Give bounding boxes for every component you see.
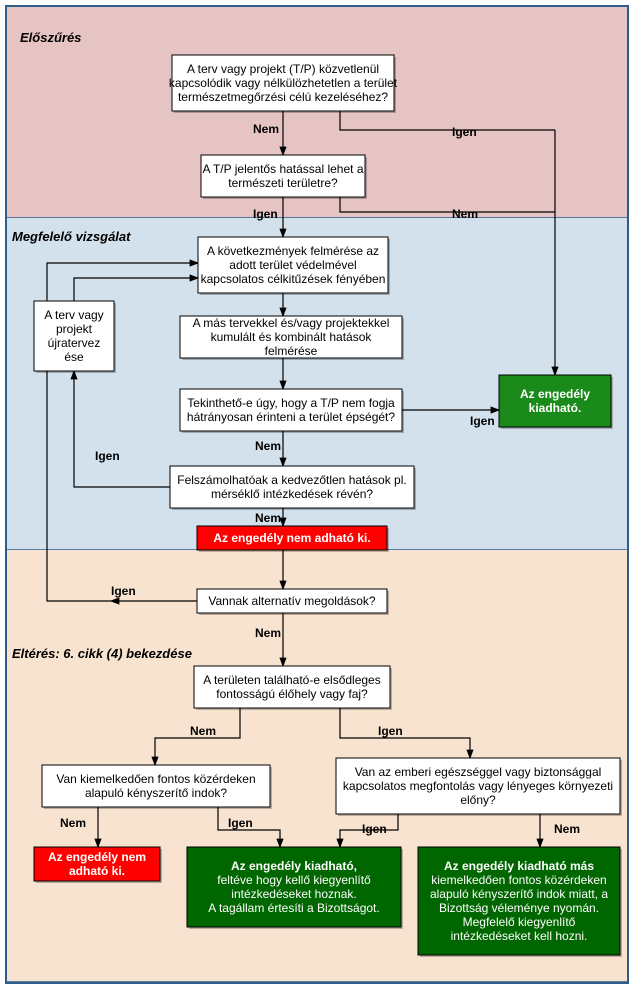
node-text: Az engedély kiadható, xyxy=(231,859,357,873)
node-text: kapcsolódik vagy nélkülözhetetlen a terü… xyxy=(169,76,398,90)
node-text: újratervez xyxy=(48,336,101,350)
node-text: természetmegőrzési célú kezeléséhez? xyxy=(178,90,388,104)
node-n_q7: Van kiemelkedően fontos közérdekenalapul… xyxy=(42,765,272,809)
node-text: alapuló kényszerítő indok? xyxy=(85,786,227,800)
node-text: adott terület védelmével xyxy=(229,258,356,272)
node-n_green1: Az engedélykiadható. xyxy=(499,375,613,429)
node-text: előny? xyxy=(460,793,496,807)
edge-label: Igen xyxy=(253,207,278,221)
node-text: Megfelelő kiegyenlítő xyxy=(463,915,576,929)
node-text: Az engedély nem adható ki. xyxy=(213,531,370,545)
node-text: projekt xyxy=(56,322,93,336)
node-text: Az engedély nem xyxy=(48,850,146,864)
node-text: A T/P jelentős hatással lehet a xyxy=(203,162,364,176)
node-text: Van az emberi egészséggel vagy biztonság… xyxy=(355,765,602,779)
node-n_redesign: A terv vagyprojektújratervezése xyxy=(34,301,116,373)
edge-label: Igen xyxy=(95,449,120,463)
node-text: Felszámolhatóak a kedvezőtlen hatások pl… xyxy=(177,473,406,487)
node-n_q8: Van az emberi egészséggel vagy biztonság… xyxy=(336,758,622,816)
edge-label: Nem xyxy=(190,724,216,738)
node-text: Bizottság véleménye nyomán. xyxy=(439,901,599,915)
node-n_green3: Az engedély kiadható máskiemelkedően fon… xyxy=(418,847,622,957)
node-text: Vannak alternatív megoldások? xyxy=(208,594,376,608)
node-text: feltéve hogy kellő kiegyenlítő xyxy=(217,873,371,887)
node-text: Tekinthető-e úgy, hogy a T/P nem fogja xyxy=(187,396,395,410)
node-text: felmérése xyxy=(265,344,318,358)
edge-label: Igen xyxy=(378,724,403,738)
node-n_q2: A T/P jelentős hatással lehet atermészet… xyxy=(201,155,367,199)
node-text: hátrányosan érinteni a terület épségét? xyxy=(187,410,395,424)
band-label: Előszűrés xyxy=(20,30,81,45)
node-text: kapcsolatos megfontolás vagy lényeges kö… xyxy=(343,779,613,793)
node-n_q6: A területen található-e elsődlegesfontos… xyxy=(194,666,392,710)
node-text: A következmények felmérése az xyxy=(207,244,379,258)
node-n_green2: Az engedély kiadható,feltéve hogy kellő … xyxy=(187,847,403,929)
node-text: alapuló kényszerítő indok miatt, a xyxy=(430,887,608,901)
node-text: intézkedéseket hoznak. xyxy=(231,887,356,901)
node-text: fontosságú élőhely vagy faj? xyxy=(216,687,368,701)
edge-label: Nem xyxy=(253,122,279,136)
node-text: A területen található-e elsődleges xyxy=(203,673,380,687)
edge-label: Nem xyxy=(554,822,580,836)
node-text: A terv vagy xyxy=(44,308,103,322)
flowchart-canvas: Előszűrés Megfelelő vizsgálat Eltérés: 6. … xyxy=(0,0,634,989)
edge-label: Nem xyxy=(60,816,86,830)
node-text: kumulált és kombinált hatások xyxy=(211,330,373,344)
node-n_q1: A terv vagy projekt (T/P) közvetlenülkap… xyxy=(169,55,398,113)
node-text: Az engedély xyxy=(520,387,590,401)
node-n_red2: Az engedély nemadható ki. xyxy=(34,847,162,883)
band-label: Eltérés: 6. cikk (4) bekezdése xyxy=(12,646,192,661)
edge-label: Nem xyxy=(452,207,478,221)
edge-label: Igen xyxy=(228,816,253,830)
edge-label: Nem xyxy=(255,439,281,453)
node-n_q4: Felszámolhatóak a kedvezőtlen hatások pl… xyxy=(170,466,416,510)
edge-label: Nem xyxy=(255,511,281,525)
edge-label: Igen xyxy=(470,414,495,428)
edge-label: Igen xyxy=(111,584,136,598)
node-n_assess2: A más tervekkel és/vagy projektekkelkumu… xyxy=(180,316,404,360)
node-n_q5: Vannak alternatív megoldások? xyxy=(197,589,389,615)
node-text: mérséklő intézkedések révén? xyxy=(211,487,373,501)
node-text: A más tervekkel és/vagy projektekkel xyxy=(193,316,390,330)
node-text: Az engedély kiadható más xyxy=(444,859,594,873)
edge-label: Igen xyxy=(452,125,477,139)
node-text: A terv vagy projekt (T/P) közvetlenül xyxy=(187,62,379,76)
node-text: adható ki. xyxy=(69,864,125,878)
edge-label: Igen xyxy=(362,822,387,836)
node-text: intézkedéseket kell hozni. xyxy=(451,929,588,943)
band-label: Megfelelő vizsgálat xyxy=(12,229,131,244)
node-text: kiadható. xyxy=(529,401,582,415)
node-n_q3: Tekinthető-e úgy, hogy a T/P nem fogjahá… xyxy=(180,389,404,433)
node-n_assess1: A következmények felmérése azadott terül… xyxy=(198,237,390,295)
edge-label: Nem xyxy=(255,626,281,640)
node-text: kiemelkedően fontos közérdeken xyxy=(431,873,606,887)
node-text: ése xyxy=(64,350,84,364)
node-text: kapcsolatos célkitűzések fényében xyxy=(201,272,386,286)
node-text: A tagállam értesíti a Bizottságot. xyxy=(208,901,379,915)
node-text: természeti területre? xyxy=(228,176,338,190)
node-n_red1: Az engedély nem adható ki. xyxy=(197,526,389,552)
node-text: Van kiemelkedően fontos közérdeken xyxy=(56,772,255,786)
